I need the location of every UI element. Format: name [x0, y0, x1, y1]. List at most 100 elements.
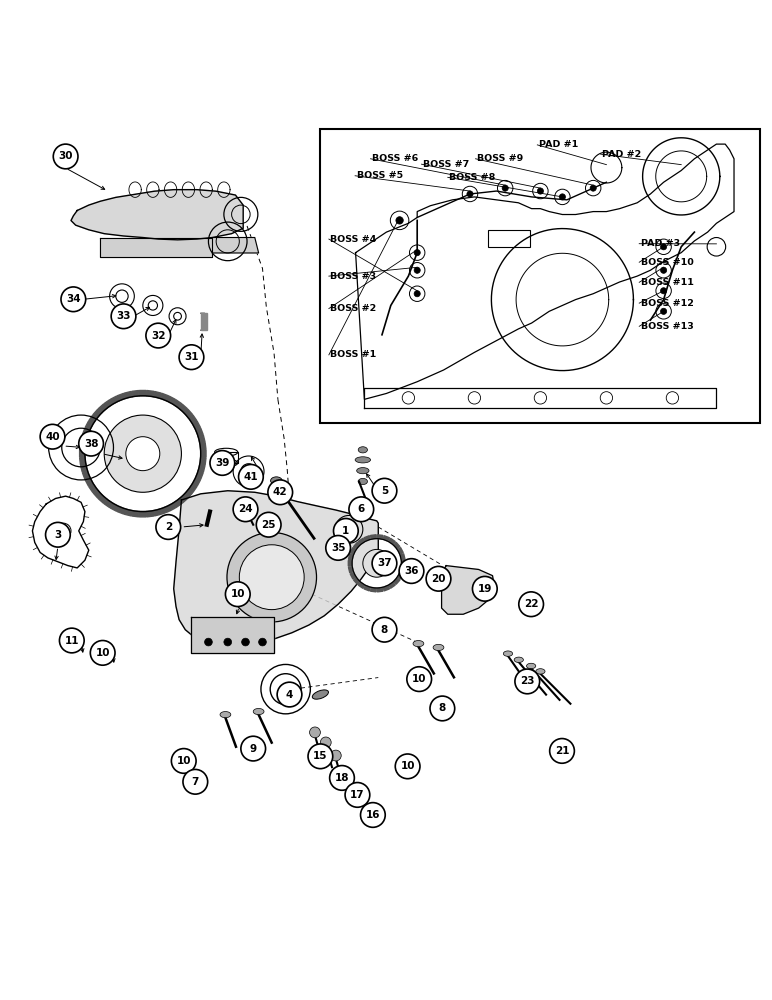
- Polygon shape: [83, 471, 90, 479]
- Circle shape: [239, 464, 263, 489]
- Text: 31: 31: [185, 352, 198, 362]
- Text: 23: 23: [520, 676, 534, 686]
- Text: BOSS #6: BOSS #6: [372, 154, 418, 163]
- Text: BOSS #8: BOSS #8: [449, 173, 496, 182]
- Polygon shape: [201, 450, 206, 457]
- Polygon shape: [173, 400, 181, 408]
- Polygon shape: [174, 491, 378, 645]
- Polygon shape: [98, 404, 107, 413]
- Polygon shape: [89, 484, 97, 492]
- Circle shape: [90, 641, 115, 665]
- Text: BOSS #3: BOSS #3: [330, 272, 377, 281]
- Text: 5: 5: [381, 486, 388, 496]
- Polygon shape: [154, 391, 161, 398]
- Circle shape: [308, 744, 333, 769]
- Text: 10: 10: [401, 761, 415, 771]
- Text: 20: 20: [432, 574, 445, 584]
- Circle shape: [414, 291, 420, 297]
- Polygon shape: [167, 503, 175, 511]
- Circle shape: [239, 545, 304, 610]
- Polygon shape: [80, 435, 87, 443]
- Circle shape: [227, 532, 317, 622]
- Ellipse shape: [413, 641, 424, 647]
- Polygon shape: [192, 421, 201, 430]
- Polygon shape: [348, 554, 354, 560]
- Circle shape: [179, 345, 204, 370]
- Circle shape: [372, 617, 397, 642]
- Circle shape: [61, 287, 86, 312]
- Text: 6: 6: [357, 504, 365, 514]
- Polygon shape: [139, 390, 147, 396]
- Circle shape: [277, 682, 302, 707]
- Polygon shape: [124, 391, 132, 398]
- Polygon shape: [100, 238, 212, 257]
- Polygon shape: [80, 464, 87, 472]
- Circle shape: [502, 185, 508, 191]
- Polygon shape: [388, 538, 395, 544]
- Polygon shape: [147, 391, 154, 397]
- Text: 32: 32: [151, 331, 165, 341]
- Polygon shape: [71, 190, 243, 240]
- Circle shape: [242, 638, 249, 646]
- Text: 41: 41: [244, 472, 258, 482]
- Text: 36: 36: [405, 566, 418, 576]
- Polygon shape: [364, 585, 371, 591]
- Text: 37: 37: [378, 558, 391, 568]
- Circle shape: [396, 217, 403, 224]
- Polygon shape: [173, 499, 181, 508]
- Bar: [320, 129, 760, 423]
- Circle shape: [363, 549, 391, 577]
- Circle shape: [414, 267, 420, 273]
- Polygon shape: [371, 587, 376, 592]
- Polygon shape: [98, 495, 107, 503]
- Polygon shape: [348, 560, 352, 566]
- Circle shape: [126, 437, 160, 471]
- Polygon shape: [191, 617, 274, 653]
- Text: BOSS #5: BOSS #5: [357, 171, 403, 180]
- Polygon shape: [117, 507, 125, 514]
- Polygon shape: [371, 535, 376, 539]
- Text: BOSS #7: BOSS #7: [423, 160, 469, 169]
- Text: 2: 2: [164, 522, 172, 532]
- Text: 33: 33: [117, 311, 130, 321]
- Circle shape: [46, 522, 70, 547]
- Bar: [488, 230, 530, 247]
- Circle shape: [241, 736, 266, 761]
- Circle shape: [537, 188, 543, 194]
- Polygon shape: [184, 409, 192, 418]
- Circle shape: [233, 497, 258, 522]
- Polygon shape: [378, 535, 383, 539]
- Text: 10: 10: [412, 674, 426, 684]
- Polygon shape: [184, 490, 192, 498]
- Polygon shape: [442, 566, 494, 614]
- Text: 8: 8: [381, 625, 388, 635]
- Polygon shape: [110, 503, 119, 511]
- Text: 42: 42: [273, 487, 287, 497]
- Circle shape: [205, 638, 212, 646]
- Ellipse shape: [514, 657, 523, 663]
- Ellipse shape: [358, 478, 367, 485]
- Polygon shape: [80, 443, 86, 450]
- Ellipse shape: [527, 663, 536, 669]
- Text: 35: 35: [331, 543, 345, 553]
- Circle shape: [241, 500, 253, 512]
- Ellipse shape: [357, 468, 369, 474]
- Polygon shape: [358, 582, 365, 588]
- Circle shape: [224, 638, 232, 646]
- Polygon shape: [198, 464, 205, 472]
- Text: BOSS #11: BOSS #11: [641, 278, 693, 287]
- Polygon shape: [348, 567, 354, 573]
- Text: BOSS #9: BOSS #9: [477, 154, 523, 163]
- Text: 1: 1: [342, 526, 350, 536]
- Polygon shape: [201, 313, 207, 330]
- Text: 39: 39: [215, 458, 229, 468]
- Polygon shape: [398, 548, 403, 554]
- Circle shape: [146, 323, 171, 348]
- Polygon shape: [188, 415, 197, 423]
- Polygon shape: [132, 511, 139, 517]
- Circle shape: [414, 250, 420, 256]
- Text: 18: 18: [335, 773, 349, 783]
- Polygon shape: [83, 428, 90, 436]
- Polygon shape: [85, 421, 93, 430]
- Circle shape: [661, 244, 667, 250]
